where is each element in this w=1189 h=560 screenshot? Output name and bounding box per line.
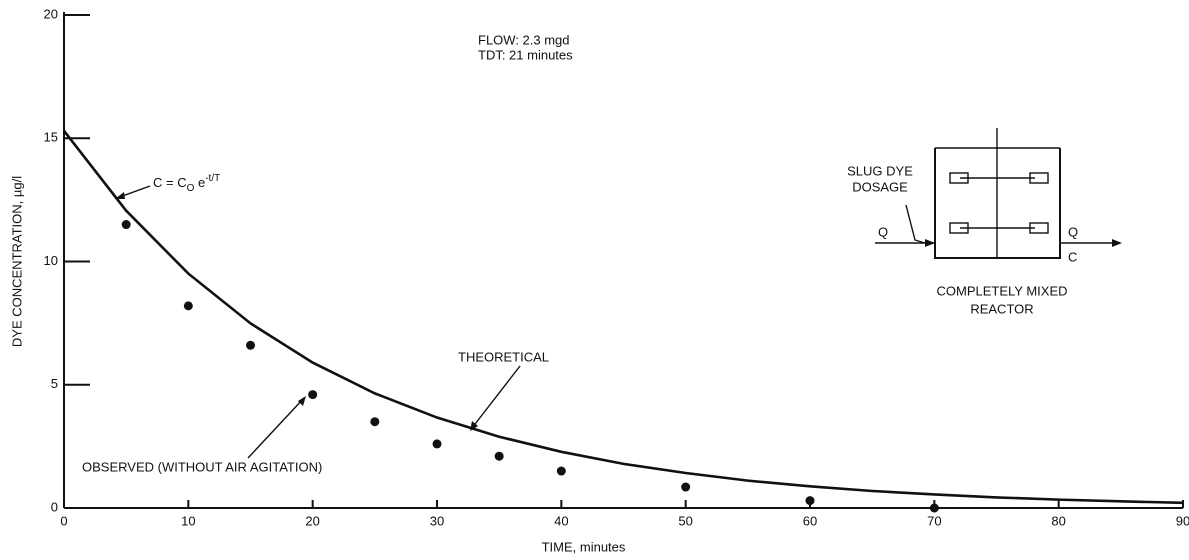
y-tick-label: 20 [44,6,58,21]
annotation: TDT: 21 minutes [478,47,573,62]
observed-point [432,439,442,449]
annotation: FLOW: 2.3 mgd [478,32,570,47]
x-axis-label: TIME, minutes [542,539,626,554]
x-tick-label: 80 [1051,513,1065,528]
series-label: OBSERVED (WITHOUT AIR AGITATION) [82,459,322,474]
x-tick-label: 30 [430,513,444,528]
annotation: DOSAGE [852,179,908,194]
arrow-head [115,192,125,199]
observed-point [246,340,255,350]
x-tick-label: 60 [803,513,817,528]
observed-point [308,390,318,400]
annotation: C [1068,249,1077,264]
annotation: COMPLETELY MIXED [937,283,1068,298]
annotation-arrow [471,365,521,429]
formula-part: e [194,175,205,190]
x-tick-label: 10 [181,513,195,528]
y-tick-label: 15 [44,130,58,145]
arrow-head [298,396,306,406]
x-tick-label: 50 [678,513,692,528]
formula: C = CO e-t/T [153,173,220,194]
y-tick-label: 5 [51,376,58,391]
observed-point [121,220,131,230]
x-tick-label: 20 [305,513,319,528]
y-axis-label: DYE CONCENTRATION, µg/l [9,176,24,347]
observed-point [805,496,815,506]
x-tick-label: 70 [927,513,941,528]
annotation: SLUG DYE [847,163,913,178]
y-tick-label: 0 [51,499,58,514]
x-tick-label: 0 [60,513,67,528]
formula-part: C = C [153,175,187,190]
annotation: Q [1068,224,1078,239]
reactor-diagram [875,128,1122,259]
observed-point [494,451,504,461]
observed-point [681,482,691,492]
annotation: Q [878,224,888,239]
observed-point [929,503,939,513]
series-label: THEORETICAL [458,349,549,364]
x-tick-label: 40 [554,513,568,528]
y-tick-label: 10 [44,253,58,268]
theoretical-curve [62,130,1184,505]
annotation-arrow [247,397,305,459]
x-tick-label: 90 [1176,513,1189,528]
formula-part: -t/T [205,173,220,184]
observed-point [370,417,380,427]
observed-point [556,466,566,476]
observed-point [183,301,193,311]
formula-part: O [187,183,195,194]
annotation: REACTOR [970,301,1033,316]
